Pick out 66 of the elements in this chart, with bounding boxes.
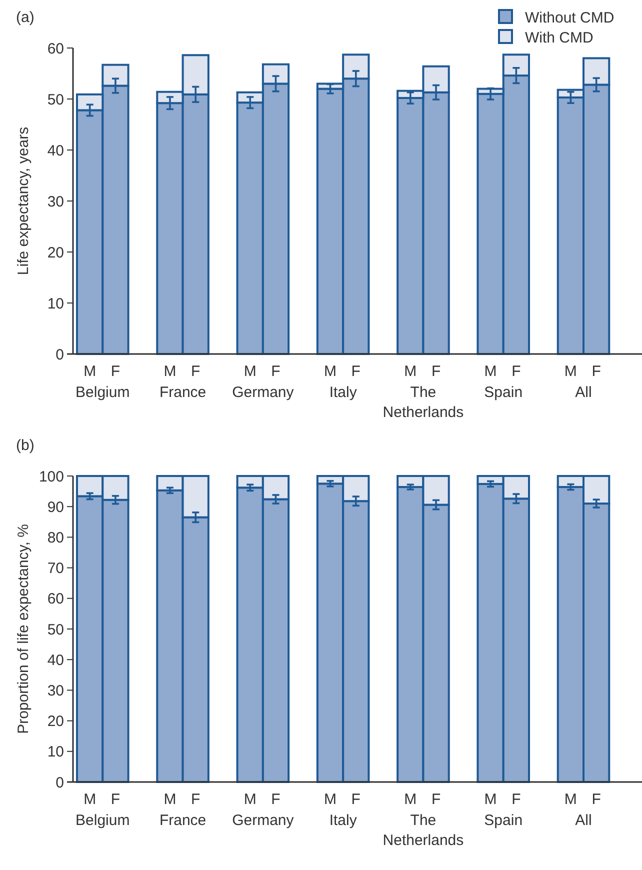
x-tick-label: F <box>512 363 521 380</box>
x-tick-label: M <box>404 791 417 808</box>
x-tick-label: F <box>110 791 120 808</box>
y-tick-label: 10 <box>47 744 64 761</box>
x-tick-label: F <box>592 363 601 380</box>
legend-label: Without CMD <box>525 9 614 26</box>
y-tick-label: 30 <box>47 193 64 210</box>
x-tick-label: F <box>271 363 280 380</box>
text: The Netherlands <box>382 384 464 421</box>
x-tick-label: M <box>324 791 336 808</box>
text: France <box>159 812 206 829</box>
y-tick-label: 50 <box>47 91 64 108</box>
y-tick-label: 40 <box>47 142 64 160</box>
y-tick-label: 60 <box>47 590 64 608</box>
y-tick-label: 60 <box>47 40 64 58</box>
x-tick-label: F <box>431 791 441 808</box>
x-tick-label: M <box>84 363 96 380</box>
x-tick-label: M <box>84 791 96 808</box>
x-tick-label: F <box>592 791 601 808</box>
x-tick-label: M <box>404 363 417 380</box>
text: Germany <box>232 812 294 829</box>
chart-title: (b) <box>16 437 34 454</box>
text: Spain <box>484 812 523 829</box>
y-axis-title: Life expectancy, years <box>15 126 32 276</box>
y-tick-label: 80 <box>47 529 64 546</box>
text: All <box>575 812 592 829</box>
x-tick-label: M <box>324 363 336 380</box>
y-axis-title: Proportion of life expectancy, % <box>15 524 32 734</box>
x-tick-label: M <box>484 363 497 380</box>
x-tick-label: M <box>564 363 577 380</box>
x-tick-label: F <box>351 791 360 808</box>
text: The Netherlands <box>382 812 464 849</box>
x-tick-label: M <box>164 791 176 808</box>
x-tick-label: F <box>351 363 360 380</box>
x-tick-label: M <box>564 791 577 808</box>
y-tick-label: 90 <box>47 498 64 516</box>
chart-title: (a) <box>16 9 34 26</box>
y-tick-label: 0 <box>56 346 64 364</box>
text: Germany <box>232 384 294 401</box>
x-tick-label: F <box>512 791 521 808</box>
x-tick-label: M <box>244 791 256 808</box>
y-tick-label: 40 <box>47 652 64 669</box>
x-tick-label: F <box>271 791 280 808</box>
x-tick-label: F <box>431 363 441 380</box>
text: France <box>159 384 206 401</box>
y-tick-label: 20 <box>47 244 64 262</box>
text: Belgium <box>76 812 130 829</box>
x-tick-label: M <box>484 791 497 808</box>
y-tick-label: 0 <box>56 774 64 792</box>
x-tick-label: M <box>164 363 176 380</box>
y-tick-label: 100 <box>38 468 64 486</box>
x-tick-label: M <box>244 363 256 380</box>
x-tick-label: F <box>110 363 120 380</box>
x-tick-label: F <box>191 363 200 380</box>
text: Italy <box>329 384 358 401</box>
x-tick-label: F <box>191 791 200 808</box>
text: Spain <box>484 384 523 401</box>
text: Italy <box>329 812 358 829</box>
legend-label: With CMD <box>525 29 594 46</box>
text: Belgium <box>76 384 130 401</box>
y-tick-label: 20 <box>47 713 64 730</box>
y-tick-label: 70 <box>47 560 64 578</box>
y-tick-label: 50 <box>47 621 64 638</box>
text: All <box>575 384 592 401</box>
y-tick-label: 30 <box>47 682 64 700</box>
y-tick-label: 10 <box>47 295 64 312</box>
